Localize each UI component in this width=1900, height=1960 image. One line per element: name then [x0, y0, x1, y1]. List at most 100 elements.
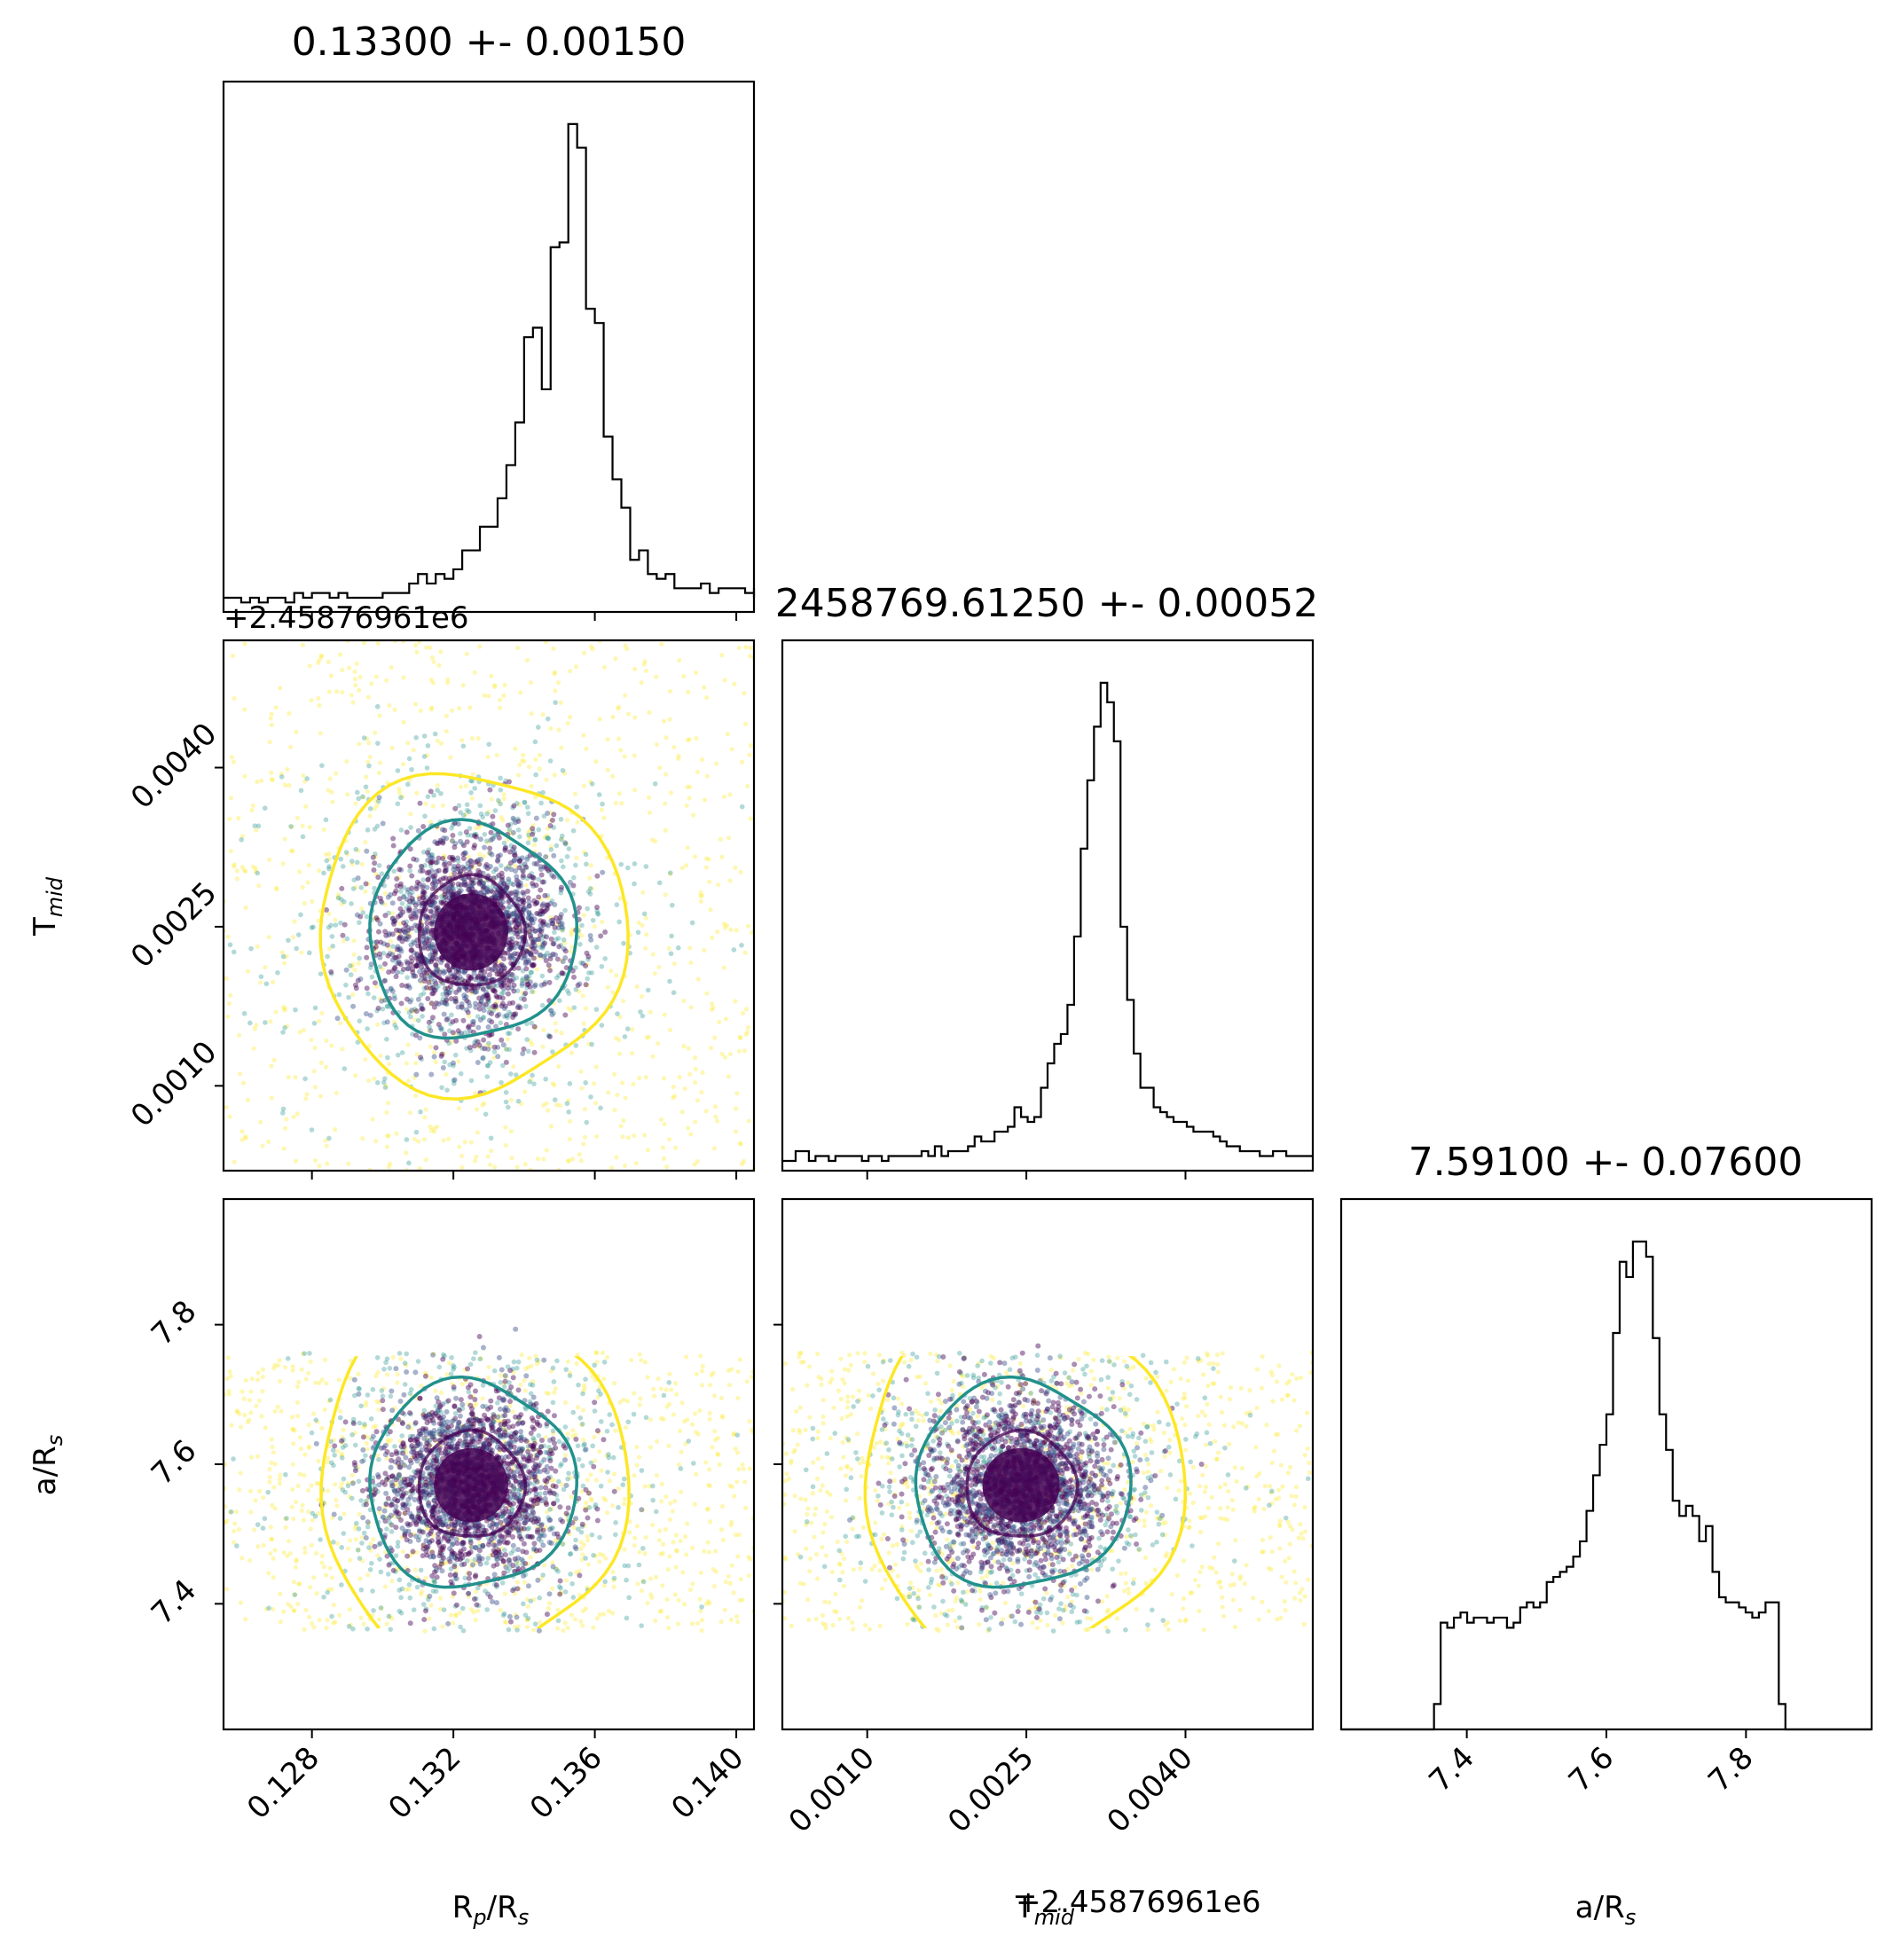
sample-point	[703, 1601, 710, 1607]
sample-point	[328, 673, 334, 678]
sample-point	[503, 1089, 509, 1095]
sample-point	[440, 838, 446, 844]
sample-point	[444, 867, 450, 874]
sample-point	[484, 992, 491, 999]
sample-point	[592, 1362, 597, 1368]
sample-point	[463, 882, 469, 888]
sample-point	[589, 970, 594, 976]
sample-point	[740, 1462, 745, 1468]
sample-point	[499, 984, 505, 990]
sample-point	[491, 869, 497, 874]
sample-point	[297, 1581, 302, 1587]
sample-point	[282, 836, 287, 842]
sample-point	[239, 1389, 245, 1394]
sample-point	[408, 954, 414, 960]
sample-point	[497, 799, 502, 805]
scatter-rp-ars-points	[224, 1326, 754, 1634]
density-core	[434, 893, 508, 971]
sample-point	[324, 1038, 329, 1044]
sample-point	[511, 1586, 517, 1592]
sample-point	[718, 1527, 725, 1533]
sample-point	[546, 962, 552, 968]
sample-point	[529, 1020, 535, 1026]
sample-point	[406, 1160, 412, 1166]
sample-point	[534, 1447, 540, 1453]
sample-point	[404, 1565, 410, 1572]
sample-point	[405, 934, 412, 940]
sample-point	[427, 1024, 432, 1030]
sample-point	[558, 700, 563, 705]
sample-point	[452, 1555, 459, 1561]
sample-point	[316, 1458, 321, 1463]
sample-point	[401, 1462, 406, 1468]
sample-point	[442, 853, 447, 858]
sample-point	[382, 1504, 388, 1509]
sample-point	[459, 1406, 466, 1411]
sample-point	[482, 693, 487, 698]
sample-point	[350, 961, 356, 968]
sample-point	[674, 1548, 679, 1554]
sample-point	[390, 944, 396, 949]
sample-point	[697, 1408, 703, 1414]
sample-point	[501, 881, 507, 887]
sample-point	[436, 984, 441, 989]
sample-point	[451, 1080, 457, 1086]
sample-point	[255, 779, 260, 785]
sample-point	[406, 1422, 412, 1427]
sample-point	[389, 1579, 395, 1584]
sample-point	[541, 1156, 546, 1162]
sample-point	[532, 836, 538, 843]
sample-point	[428, 929, 435, 935]
sample-point	[423, 1370, 428, 1376]
sample-point	[746, 1572, 751, 1579]
sample-point	[470, 1422, 475, 1427]
sample-point	[415, 955, 421, 961]
sample-point	[704, 991, 710, 996]
sample-point	[540, 919, 546, 925]
sample-point	[348, 1376, 353, 1381]
sample-point	[495, 1417, 500, 1423]
sample-point	[364, 954, 370, 960]
sample-point	[328, 1439, 334, 1445]
sample-point	[444, 975, 451, 981]
sample-point	[544, 866, 550, 872]
sample-point	[438, 741, 444, 746]
sample-point	[462, 1368, 467, 1373]
sample-point	[515, 941, 522, 947]
sample-point	[430, 955, 436, 961]
sample-point	[324, 907, 330, 913]
histogram-tmid-frame	[781, 639, 1315, 1172]
sample-point	[226, 1000, 232, 1007]
sample-point	[454, 975, 460, 981]
sample-point	[569, 929, 574, 935]
sample-point	[734, 1432, 741, 1438]
sample-point	[580, 1407, 586, 1413]
sample-point	[544, 1423, 550, 1429]
sample-point	[227, 1114, 232, 1119]
sample-point	[427, 1484, 433, 1489]
sample-point	[450, 1060, 456, 1066]
sample-point	[719, 1504, 726, 1509]
sample-point	[544, 906, 550, 912]
sample-point	[602, 1579, 608, 1585]
sample-point	[614, 902, 620, 907]
sample-point	[503, 866, 509, 872]
sample-point	[268, 1525, 274, 1530]
sample-point	[643, 915, 649, 921]
sample-point	[326, 1398, 332, 1404]
sample-point	[512, 1591, 517, 1596]
sample-point	[534, 1360, 540, 1367]
sample-point	[438, 899, 444, 906]
sample-point	[372, 1076, 377, 1081]
sample-point	[521, 1541, 527, 1547]
sample-point	[550, 1399, 556, 1406]
sample-point	[406, 756, 412, 762]
sample-point	[707, 1601, 712, 1606]
sample-point	[524, 1618, 530, 1623]
sample-point	[555, 919, 561, 925]
sample-point	[734, 1479, 740, 1485]
sample-point	[538, 907, 544, 913]
sample-point	[365, 1524, 371, 1530]
sample-point	[408, 825, 413, 830]
sample-point	[396, 1463, 401, 1469]
